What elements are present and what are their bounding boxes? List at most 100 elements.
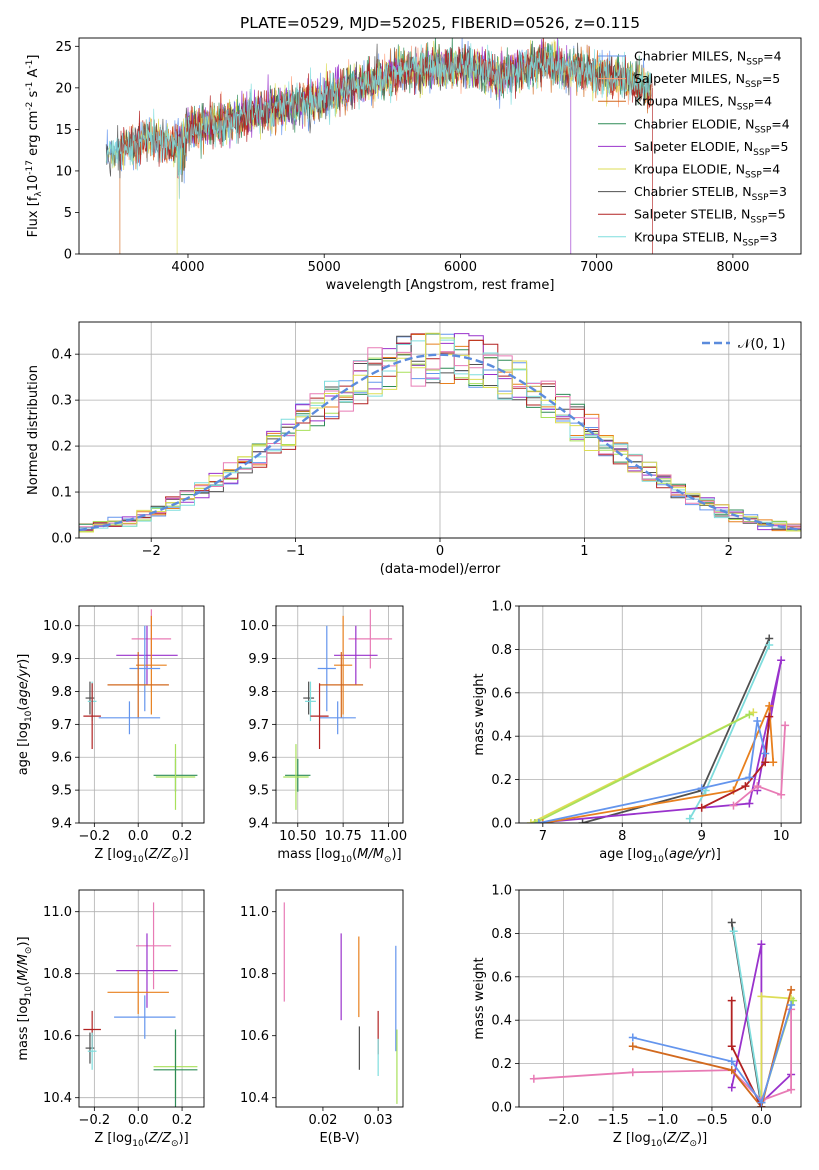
weight_vs_age-axes: 7 8 9 10 0.0 0.2 0.4 0.6 0.8 1.0 age [log10​(age/y…	[472, 600, 801, 865]
y-tick-label: 0.8	[491, 927, 512, 942]
y-tick-label: 9.7	[248, 718, 269, 733]
x-tick-label: 10.75	[325, 829, 362, 844]
chart-title: PLATE=0529, MJD=52025, FIBERID=0526, z=0…	[240, 14, 640, 32]
legend-entry: Chabrier ELODIE, NSSP​=4	[634, 116, 790, 135]
age_vs_mass-axes: 10.50 10.75 11.00 9.4 9.5 9.6 9.7 9.8 9.9 10.0 mas…	[240, 606, 407, 865]
data-point	[136, 902, 172, 990]
x-tick-label: 0.0	[128, 829, 149, 844]
weight-marker	[787, 1001, 796, 1010]
weight-marker	[757, 992, 766, 1001]
weight-marker	[761, 758, 770, 767]
data-point	[107, 970, 169, 1014]
y-tick-label: 0.0	[51, 532, 72, 547]
weight-marker	[765, 712, 774, 721]
y-axis-label: mass [log10​(M/M⊙​)]	[16, 936, 34, 1060]
weight-marker	[787, 985, 796, 994]
data-point	[319, 652, 364, 718]
axes-frame	[275, 889, 404, 1108]
legend-entry: Chabrier MILES, NSSP​=4	[634, 49, 782, 68]
data-point	[85, 1032, 95, 1064]
x-axis-label: E(B-V)	[319, 1131, 359, 1146]
y-tick-label: 0.0	[491, 1101, 512, 1116]
legend-entry: Kroupa MILES, NSSP​=4	[634, 94, 772, 113]
weight-marker	[727, 918, 736, 927]
x-tick-label: −1	[286, 544, 305, 559]
legend-entry: Chabrier STELIB, NSSP​=3	[634, 184, 787, 203]
data-point	[136, 615, 167, 715]
data-point	[348, 609, 393, 669]
y-tick-label: 0.2	[491, 1057, 512, 1072]
legend: Chabrier MILES, NSSP​=4 Salpeter MILES, N…	[598, 49, 790, 248]
weight-marker	[727, 1057, 736, 1066]
y-tick-label: 0.6	[491, 686, 512, 701]
y-tick-label: 0.0	[491, 817, 512, 832]
x-tick-label: −0.2	[79, 829, 111, 844]
x-tick-label: 4000	[171, 260, 204, 275]
weight-marker	[628, 1042, 637, 1051]
y-tick-label: 9.4	[51, 817, 72, 832]
y-tick-label: 9.6	[51, 751, 72, 766]
weight-marker	[529, 1074, 538, 1083]
y-tick-label: 10	[55, 164, 72, 179]
data-point	[317, 625, 336, 712]
x-tick-label: 1	[580, 544, 588, 559]
y-tick-label: 9.8	[248, 685, 269, 700]
axes-frame	[78, 889, 205, 1108]
data-point	[107, 652, 169, 718]
x-axis-label: (data-model)/error	[380, 562, 501, 577]
weight-marker	[729, 927, 738, 936]
weight-marker	[727, 1066, 736, 1075]
y-tick-label: 15	[55, 123, 72, 138]
weight_vs_Z-axes: −2.0 −1.5 −1.0 −0.5 0.0 0.0 0.2 0.4 0.6 0.8 1.0 Z […	[472, 884, 801, 1149]
data-point	[305, 681, 316, 722]
mass_vs_ebv-axes: 0.02 0.03 10.4 10.6 10.8 11.0 E(B-V)	[240, 905, 393, 1146]
weight-marker	[578, 819, 587, 823]
data-point	[98, 701, 161, 735]
weight-marker	[753, 782, 762, 791]
data-point	[85, 681, 95, 715]
legend-entry: Salpeter ELODIE, NSSP​=5	[634, 139, 788, 158]
weight-marker	[538, 819, 547, 823]
y-tick-label: 0.8	[491, 643, 512, 658]
y-tick-label: 0.4	[491, 730, 512, 745]
weight-series-line	[632, 1004, 792, 1105]
data-point	[153, 1029, 198, 1107]
y-axis-label: age [log10​(age/yr)]	[16, 654, 34, 776]
data-point	[83, 683, 101, 750]
y-tick-label: 25	[55, 40, 72, 55]
y-tick-label: 9.5	[248, 784, 269, 799]
residuals-plot-area	[79, 332, 801, 538]
x-tick-label: 7000	[580, 260, 613, 275]
weight-marker	[777, 790, 786, 799]
weight-marker	[697, 784, 706, 793]
weight-series-line	[533, 1009, 792, 1102]
y-axis-label: Normed distribution	[26, 365, 41, 495]
weight-marker	[534, 819, 543, 823]
x-tick-label: 0.03	[364, 1113, 393, 1128]
legend-entry: Kroupa ELODIE, NSSP​=4	[634, 162, 780, 181]
x-tick-label: 0.2	[172, 1113, 193, 1128]
weight-marker	[757, 940, 766, 949]
weight-marker	[530, 819, 539, 823]
weight-marker	[628, 1033, 637, 1042]
y-tick-label: 0.3	[51, 394, 72, 409]
data-point	[310, 683, 329, 750]
axes-frame	[78, 605, 205, 824]
y-tick-label: 0.6	[491, 970, 512, 985]
y-tick-label: 9.4	[248, 817, 269, 832]
axes-frame	[518, 605, 802, 824]
weight-marker	[765, 701, 774, 710]
data-point	[116, 933, 178, 1008]
legend-entry: Kroupa STELIB, NSSP​=3	[634, 229, 778, 248]
mass_vs_Z-plot-area	[83, 902, 198, 1107]
weight-series-line	[732, 725, 786, 807]
weight-marker	[789, 996, 798, 1005]
x-axis-label: Z [log10​(Z/Z⊙​)]	[613, 1131, 707, 1149]
data-point	[116, 625, 178, 685]
weight-marker	[765, 641, 774, 650]
x-tick-label: 0	[436, 544, 444, 559]
spectrum-plot-area	[105, 38, 653, 254]
y-axis-label: mass weight	[472, 673, 487, 755]
y-tick-label: 9.6	[248, 751, 269, 766]
data-point	[129, 625, 161, 712]
